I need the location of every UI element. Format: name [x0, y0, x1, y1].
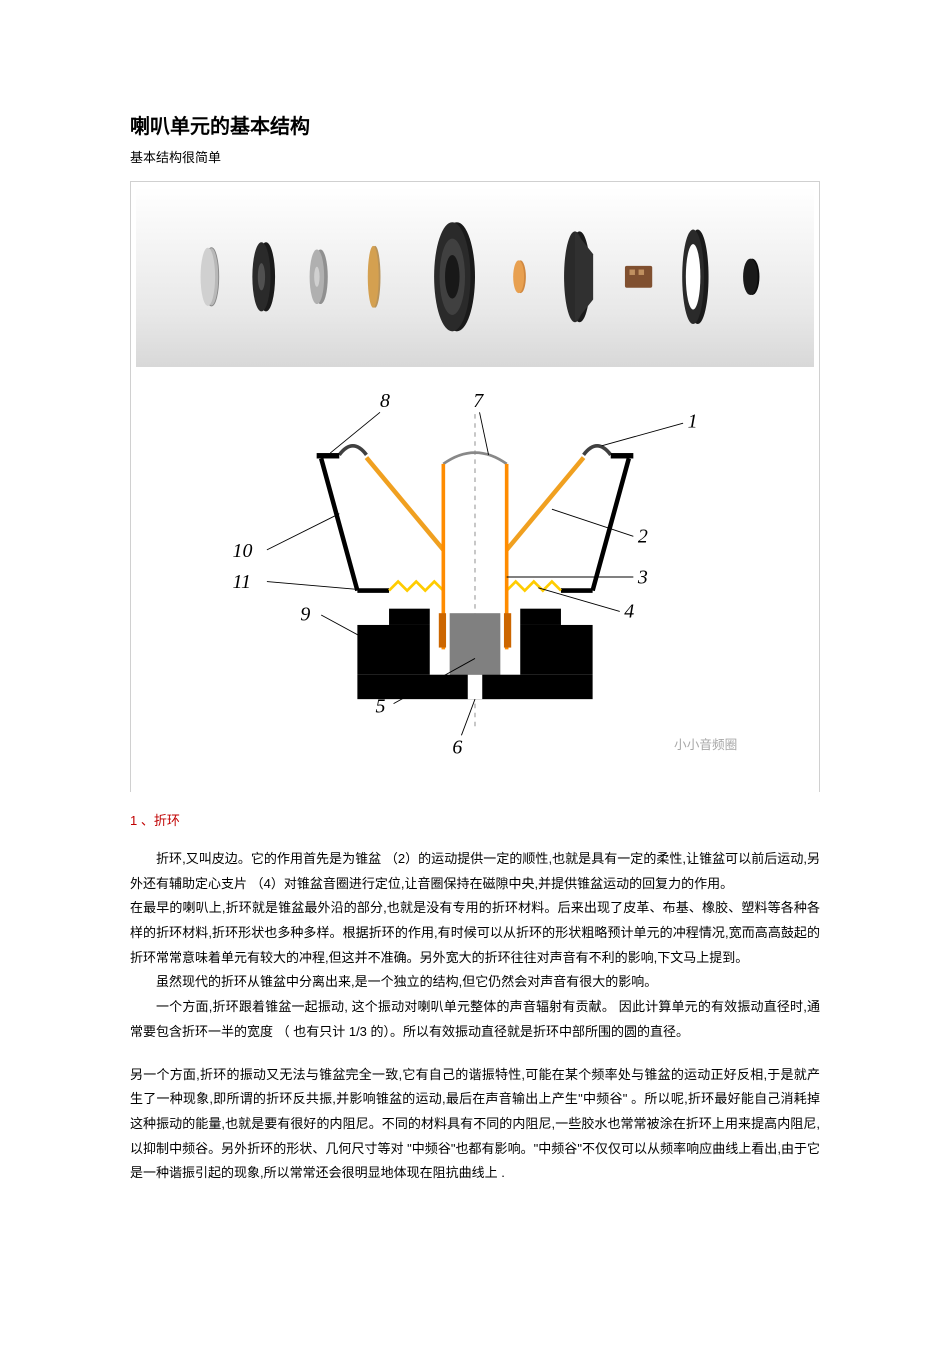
exploded-view-image: [136, 187, 814, 367]
label-6: 6: [452, 736, 462, 758]
paragraph-4: 一个方面,折环跟着锥盆一起振动, 这个振动对喇叭单元整体的声音辐射有贡献。 因此…: [130, 995, 820, 1044]
schematic-svg: 1 2 3 4 5 6: [156, 387, 794, 767]
figure-container: 1 2 3 4 5 6: [130, 181, 820, 792]
label-3: 3: [637, 566, 648, 588]
document-subtitle: 基本结构很简单: [130, 147, 820, 166]
label-10: 10: [233, 540, 253, 562]
label-1: 1: [688, 411, 698, 433]
paragraph-5: 另一个方面,折环的振动又无法与锥盆完全一致,它有自己的谐振特性,可能在某个频率处…: [130, 1063, 820, 1186]
exploded-svg: [166, 195, 784, 359]
watermark: 小小音频圈: [674, 737, 737, 752]
document-title: 喇叭单元的基本结构: [130, 110, 820, 139]
label-4: 4: [624, 601, 634, 623]
section-heading-1: 1 、折环: [130, 810, 820, 829]
label-2: 2: [638, 526, 648, 548]
paragraph-3: 虽然现代的折环从锥盆中分离出来,是一个独立的结构,但它仍然会对声音有很大的影响。: [130, 970, 820, 995]
label-7: 7: [473, 390, 484, 412]
label-8: 8: [380, 390, 390, 412]
label-5: 5: [375, 696, 385, 718]
schematic-view-image: 1 2 3 4 5 6: [136, 367, 814, 787]
paragraph-1: 折环,又叫皮边。它的作用首先是为锥盆 （2）的运动提供一定的顺性,也就是具有一定…: [130, 847, 820, 896]
paragraph-2: 在最早的喇叭上,折环就是锥盆最外沿的部分,也就是没有专用的折环材料。后来出现了皮…: [130, 896, 820, 970]
label-9: 9: [300, 603, 310, 625]
label-11: 11: [233, 571, 251, 593]
